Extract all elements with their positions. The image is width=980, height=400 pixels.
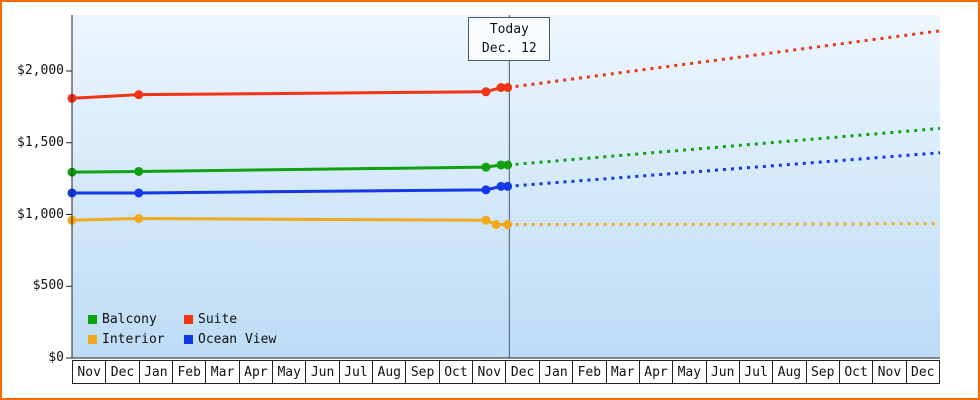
month-cell: Dec (105, 360, 140, 384)
data-point-suite (481, 87, 491, 97)
y-axis-label: $0 (48, 350, 64, 365)
month-cell: Nov (472, 360, 507, 384)
data-point-balcony (134, 166, 144, 176)
data-point-ocean-view (134, 188, 144, 198)
month-cell: Oct (838, 360, 874, 384)
y-axis-labels: $0 $500 $1,000 $1,500 $2,000 (2, 2, 64, 398)
data-point-suite (503, 83, 513, 93)
legend-swatch-suite (184, 315, 193, 324)
month-cell: Dec (905, 360, 940, 384)
legend-label: Suite (198, 312, 238, 327)
data-point-interior (481, 215, 491, 225)
data-point-ocean-view (496, 181, 506, 191)
legend-swatch-ocean-view (184, 335, 193, 344)
y-axis-label: $500 (32, 278, 64, 294)
month-cell: Jan (538, 360, 574, 384)
data-point-ocean-view (481, 185, 491, 195)
month-cell: Jul (738, 360, 774, 384)
month-cell: May (672, 360, 707, 384)
series-forecast-balcony (507, 126, 941, 167)
data-point-interior (134, 214, 144, 224)
legend-item-ocean-view: Ocean View (184, 332, 276, 347)
month-cell: Dec (505, 360, 540, 384)
data-point-balcony (481, 162, 491, 172)
month-cell: Nov (72, 360, 107, 384)
today-label: Today (489, 22, 529, 37)
legend-label: Balcony (102, 312, 157, 327)
month-cell: Jan (138, 360, 174, 384)
series-forecast-suite (507, 29, 941, 89)
month-cell: Feb (172, 360, 207, 384)
data-point-suite (134, 90, 144, 100)
legend-item-interior: Interior (88, 332, 184, 347)
month-cell: Jun (705, 360, 740, 384)
month-cell: May (272, 360, 307, 384)
month-cell: Aug (372, 360, 407, 384)
month-cell: Jun (305, 360, 340, 384)
y-axis-label: $2,000 (17, 63, 64, 78)
today-date: Dec. 12 (481, 41, 537, 56)
legend-label: Interior (102, 332, 165, 347)
data-point-ocean-view (503, 181, 513, 191)
month-cell: Jul (338, 360, 374, 384)
data-point-interior (503, 220, 513, 230)
data-point-interior (491, 220, 501, 230)
x-axis-month-labels: Nov Dec Jan Feb Mar Apr May Jun Jul Aug Sep Oct Nov D… (72, 360, 940, 384)
legend-swatch-balcony (88, 315, 97, 324)
month-cell: Feb (572, 360, 607, 384)
legend-item-suite: Suite (184, 312, 276, 327)
legend-swatch-interior (88, 335, 97, 344)
month-cell: Sep (805, 360, 840, 384)
data-point-balcony (496, 160, 506, 170)
series-forecast-interior (507, 222, 941, 227)
legend-item-balcony: Balcony (88, 312, 184, 327)
month-cell: Apr (638, 360, 674, 384)
month-cell: Mar (605, 360, 640, 384)
y-axis-label: $1,500 (17, 134, 64, 150)
y-axis-label: $1,000 (17, 206, 64, 222)
month-cell: Oct (438, 360, 474, 384)
legend-label: Ocean View (198, 332, 277, 347)
month-cell: Aug (772, 360, 807, 384)
data-point-suite (496, 83, 506, 93)
month-cell: Apr (238, 360, 274, 384)
month-cell: Mar (205, 360, 240, 384)
month-cell: Nov (872, 360, 907, 384)
data-point-balcony (503, 160, 513, 170)
today-marker-box: Today Dec. 12 (468, 17, 551, 61)
series-forecast-ocean-view (507, 151, 941, 188)
legend: Balcony Suite Interior Ocean View (88, 312, 276, 347)
month-cell: Sep (405, 360, 440, 384)
